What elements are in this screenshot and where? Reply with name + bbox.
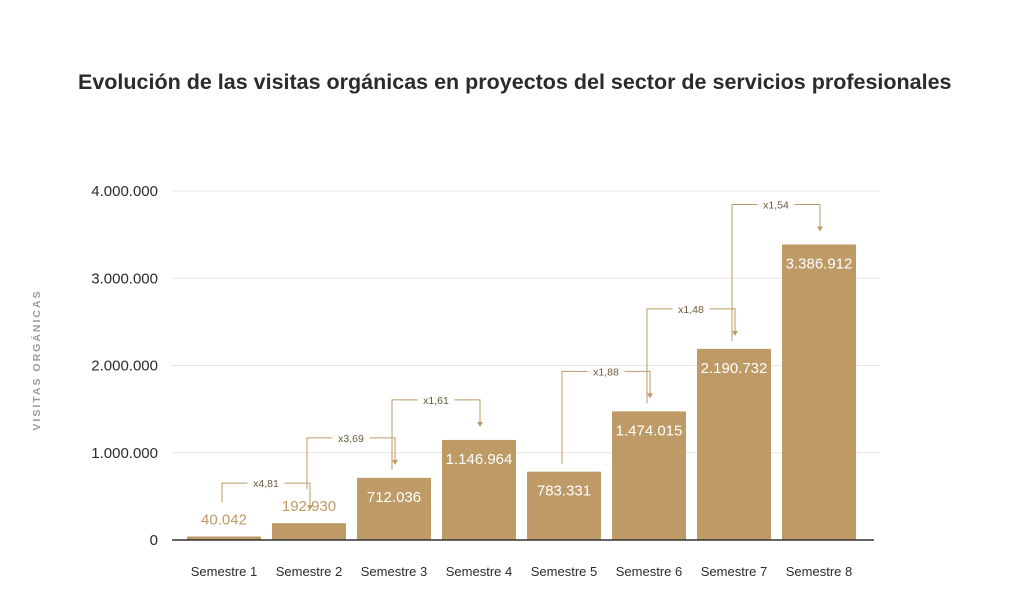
x-tick-label: Semestre 2 bbox=[276, 564, 342, 579]
arrow-head-icon bbox=[392, 459, 398, 465]
y-tick-label: 3.000.000 bbox=[91, 270, 158, 287]
x-tick-label: Semestre 6 bbox=[616, 564, 682, 579]
growth-connector bbox=[454, 399, 481, 426]
y-axis-label: VISITAS ORGÁNICAS bbox=[30, 289, 43, 430]
arrow-head-icon bbox=[732, 330, 738, 336]
data-label: 783.331 bbox=[537, 483, 591, 500]
growth-connector bbox=[284, 482, 311, 510]
growth-multiplier-label: x1,54 bbox=[763, 199, 789, 211]
y-tick-label: 2.000.000 bbox=[91, 358, 158, 375]
growth-connector bbox=[369, 437, 396, 464]
growth-connector bbox=[794, 203, 821, 231]
x-tick-label: Semestre 5 bbox=[531, 564, 597, 579]
bar bbox=[782, 244, 856, 540]
bar bbox=[612, 411, 686, 540]
x-tick-label: Semestre 3 bbox=[361, 564, 427, 579]
x-tick-label: Semestre 4 bbox=[446, 564, 512, 579]
bar bbox=[527, 471, 601, 540]
y-tick-label: 0 bbox=[150, 532, 158, 549]
growth-multiplier-label: x1,48 bbox=[678, 304, 704, 316]
data-label: 2.190.732 bbox=[701, 360, 768, 377]
growth-multiplier-label: x4,81 bbox=[253, 478, 279, 490]
x-tick-label: Semestre 8 bbox=[786, 564, 852, 579]
bar bbox=[187, 536, 261, 540]
data-label: 712.036 bbox=[367, 489, 421, 506]
data-label: 1.146.964 bbox=[446, 451, 513, 468]
growth-multiplier-label: x3,69 bbox=[338, 433, 364, 445]
bar bbox=[357, 477, 431, 540]
growth-connector bbox=[561, 370, 588, 464]
growth-connector bbox=[391, 399, 418, 470]
data-label: 1.474.015 bbox=[616, 422, 683, 439]
bar bbox=[442, 439, 516, 540]
growth-connector bbox=[221, 482, 248, 503]
y-tick-label: 1.000.000 bbox=[91, 445, 158, 462]
growth-connector bbox=[709, 308, 736, 335]
data-label: 40.042 bbox=[201, 512, 247, 529]
growth-multiplier-label: x1,61 bbox=[423, 395, 449, 407]
growth-connector bbox=[731, 203, 758, 341]
chart-title: Evolución de las visitas orgánicas en pr… bbox=[78, 70, 952, 94]
data-label: 192.930 bbox=[282, 498, 336, 515]
growth-connector bbox=[624, 370, 651, 398]
arrow-head-icon bbox=[817, 226, 823, 232]
arrow-head-icon bbox=[647, 393, 653, 399]
growth-connector bbox=[646, 308, 673, 404]
y-tick-label: 4.000.000 bbox=[91, 183, 158, 200]
growth-multiplier-label: x1,88 bbox=[593, 366, 619, 378]
growth-connector bbox=[306, 437, 333, 490]
data-label: 3.386.912 bbox=[786, 255, 853, 272]
x-tick-label: Semestre 1 bbox=[191, 564, 257, 579]
x-tick-label: Semestre 7 bbox=[701, 564, 767, 579]
arrow-head-icon bbox=[307, 505, 313, 511]
arrow-head-icon bbox=[477, 421, 483, 427]
bar bbox=[697, 348, 771, 540]
bar bbox=[272, 523, 346, 540]
